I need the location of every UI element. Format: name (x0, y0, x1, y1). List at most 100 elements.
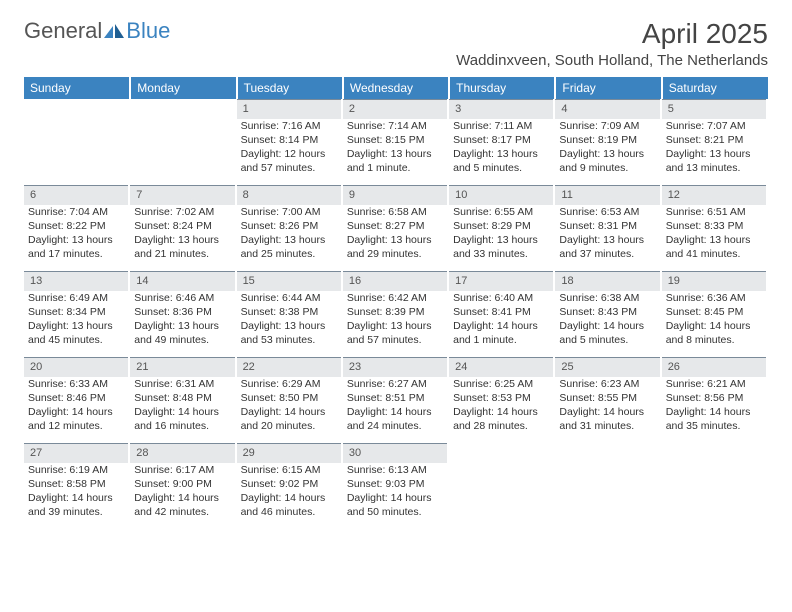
day-number: 10 (449, 185, 553, 205)
daylight-line: and 12 minutes. (24, 419, 130, 433)
day-header: Tuesday (237, 77, 343, 99)
day-number: 19 (662, 271, 766, 291)
sunset-line: Sunset: 8:51 PM (343, 391, 449, 405)
sunrise-line: Sunrise: 6:38 AM (555, 291, 661, 305)
calendar-page: General Blue April 2025 Waddinxveen, Sou… (0, 0, 792, 547)
calendar-day-cell: 15Sunrise: 6:44 AMSunset: 8:38 PMDayligh… (237, 271, 343, 357)
daylight-line: Daylight: 13 hours (130, 233, 236, 247)
day-number: 18 (555, 271, 659, 291)
day-number: 6 (24, 185, 128, 205)
calendar-day-cell: 27Sunrise: 6:19 AMSunset: 8:58 PMDayligh… (24, 443, 130, 529)
day-header: Saturday (662, 77, 768, 99)
daylight-line: Daylight: 14 hours (555, 405, 661, 419)
day-number: 12 (662, 185, 766, 205)
day-number: 8 (237, 185, 341, 205)
sunrise-line: Sunrise: 7:16 AM (237, 119, 343, 133)
daylight-line: and 46 minutes. (237, 505, 343, 519)
sunrise-line: Sunrise: 6:19 AM (24, 463, 130, 477)
day-header-row: SundayMondayTuesdayWednesdayThursdayFrid… (24, 77, 768, 99)
sunset-line: Sunset: 8:43 PM (555, 305, 661, 319)
daylight-line: Daylight: 14 hours (343, 405, 449, 419)
sunset-line: Sunset: 8:38 PM (237, 305, 343, 319)
day-number: 23 (343, 357, 447, 377)
sunset-line: Sunset: 8:48 PM (130, 391, 236, 405)
sunrise-line: Sunrise: 6:15 AM (237, 463, 343, 477)
sunrise-line: Sunrise: 6:46 AM (130, 291, 236, 305)
calendar-day-cell: 24Sunrise: 6:25 AMSunset: 8:53 PMDayligh… (449, 357, 555, 443)
sunrise-line: Sunrise: 6:42 AM (343, 291, 449, 305)
sunrise-line: Sunrise: 6:36 AM (662, 291, 768, 305)
daylight-line: Daylight: 14 hours (130, 491, 236, 505)
day-number: 9 (343, 185, 447, 205)
daylight-line: and 5 minutes. (449, 161, 555, 175)
daylight-line: Daylight: 13 hours (237, 233, 343, 247)
sunset-line: Sunset: 8:50 PM (237, 391, 343, 405)
sunset-line: Sunset: 8:45 PM (662, 305, 768, 319)
sunset-line: Sunset: 8:14 PM (237, 133, 343, 147)
daylight-line: Daylight: 13 hours (449, 233, 555, 247)
calendar-day-cell: 22Sunrise: 6:29 AMSunset: 8:50 PMDayligh… (237, 357, 343, 443)
calendar-week-row: 27Sunrise: 6:19 AMSunset: 8:58 PMDayligh… (24, 443, 768, 529)
daylight-line: and 33 minutes. (449, 247, 555, 261)
day-header: Wednesday (343, 77, 449, 99)
logo-text-blue: Blue (126, 18, 170, 44)
calendar-day-cell: 14Sunrise: 6:46 AMSunset: 8:36 PMDayligh… (130, 271, 236, 357)
daylight-line: and 1 minute. (343, 161, 449, 175)
calendar-day-cell: 25Sunrise: 6:23 AMSunset: 8:55 PMDayligh… (555, 357, 661, 443)
calendar-day-cell: 17Sunrise: 6:40 AMSunset: 8:41 PMDayligh… (449, 271, 555, 357)
daylight-line: and 9 minutes. (555, 161, 661, 175)
day-number: 13 (24, 271, 128, 291)
sunset-line: Sunset: 8:33 PM (662, 219, 768, 233)
daylight-line: and 53 minutes. (237, 333, 343, 347)
day-number: 30 (343, 443, 447, 463)
sunrise-line: Sunrise: 7:04 AM (24, 205, 130, 219)
daylight-line: Daylight: 14 hours (449, 405, 555, 419)
day-number: 28 (130, 443, 234, 463)
day-number: 16 (343, 271, 447, 291)
sunrise-line: Sunrise: 6:55 AM (449, 205, 555, 219)
day-number: 27 (24, 443, 128, 463)
calendar-day-cell: 13Sunrise: 6:49 AMSunset: 8:34 PMDayligh… (24, 271, 130, 357)
calendar-day-cell: 23Sunrise: 6:27 AMSunset: 8:51 PMDayligh… (343, 357, 449, 443)
sunrise-line: Sunrise: 6:53 AM (555, 205, 661, 219)
sunset-line: Sunset: 9:00 PM (130, 477, 236, 491)
calendar-day-cell: 7Sunrise: 7:02 AMSunset: 8:24 PMDaylight… (130, 185, 236, 271)
daylight-line: and 49 minutes. (130, 333, 236, 347)
daylight-line: and 13 minutes. (662, 161, 768, 175)
sunset-line: Sunset: 8:58 PM (24, 477, 130, 491)
day-number: 24 (449, 357, 553, 377)
calendar-table: SundayMondayTuesdayWednesdayThursdayFrid… (24, 77, 768, 529)
sunset-line: Sunset: 8:31 PM (555, 219, 661, 233)
day-number: 26 (662, 357, 766, 377)
sunset-line: Sunset: 8:55 PM (555, 391, 661, 405)
calendar-day-cell: 16Sunrise: 6:42 AMSunset: 8:39 PMDayligh… (343, 271, 449, 357)
sunrise-line: Sunrise: 6:49 AM (24, 291, 130, 305)
daylight-line: and 20 minutes. (237, 419, 343, 433)
calendar-day-cell: 29Sunrise: 6:15 AMSunset: 9:02 PMDayligh… (237, 443, 343, 529)
day-number: 20 (24, 357, 128, 377)
location: Waddinxveen, South Holland, The Netherla… (456, 52, 768, 69)
sunset-line: Sunset: 8:26 PM (237, 219, 343, 233)
daylight-line: and 8 minutes. (662, 333, 768, 347)
daylight-line: Daylight: 14 hours (662, 405, 768, 419)
day-number: 5 (662, 99, 766, 119)
day-number: 2 (343, 99, 447, 119)
daylight-line: Daylight: 14 hours (24, 405, 130, 419)
day-number: 14 (130, 271, 234, 291)
calendar-day-cell: 4Sunrise: 7:09 AMSunset: 8:19 PMDaylight… (555, 99, 661, 185)
sunset-line: Sunset: 8:24 PM (130, 219, 236, 233)
daylight-line: Daylight: 14 hours (555, 319, 661, 333)
sunrise-line: Sunrise: 7:02 AM (130, 205, 236, 219)
sunrise-line: Sunrise: 7:11 AM (449, 119, 555, 133)
calendar-empty-cell (662, 443, 768, 529)
sunset-line: Sunset: 8:41 PM (449, 305, 555, 319)
daylight-line: Daylight: 14 hours (662, 319, 768, 333)
day-number: 25 (555, 357, 659, 377)
sunrise-line: Sunrise: 6:44 AM (237, 291, 343, 305)
calendar-empty-cell (130, 99, 236, 185)
sunset-line: Sunset: 8:15 PM (343, 133, 449, 147)
day-number: 4 (555, 99, 659, 119)
calendar-day-cell: 30Sunrise: 6:13 AMSunset: 9:03 PMDayligh… (343, 443, 449, 529)
daylight-line: and 16 minutes. (130, 419, 236, 433)
sunset-line: Sunset: 8:39 PM (343, 305, 449, 319)
